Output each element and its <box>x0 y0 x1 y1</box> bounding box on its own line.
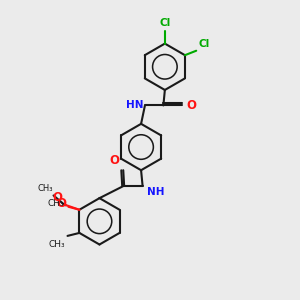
Text: Cl: Cl <box>198 39 210 49</box>
Text: CH₃: CH₃ <box>49 240 65 249</box>
Text: NH: NH <box>147 187 164 197</box>
Text: O: O <box>186 99 196 112</box>
Text: Cl: Cl <box>159 18 170 28</box>
Text: CH₃: CH₃ <box>47 199 64 208</box>
Text: HN: HN <box>126 100 143 110</box>
Text: O: O <box>53 191 63 204</box>
Text: CH₃: CH₃ <box>37 184 52 193</box>
Text: O: O <box>56 197 66 210</box>
Text: O: O <box>110 154 120 167</box>
